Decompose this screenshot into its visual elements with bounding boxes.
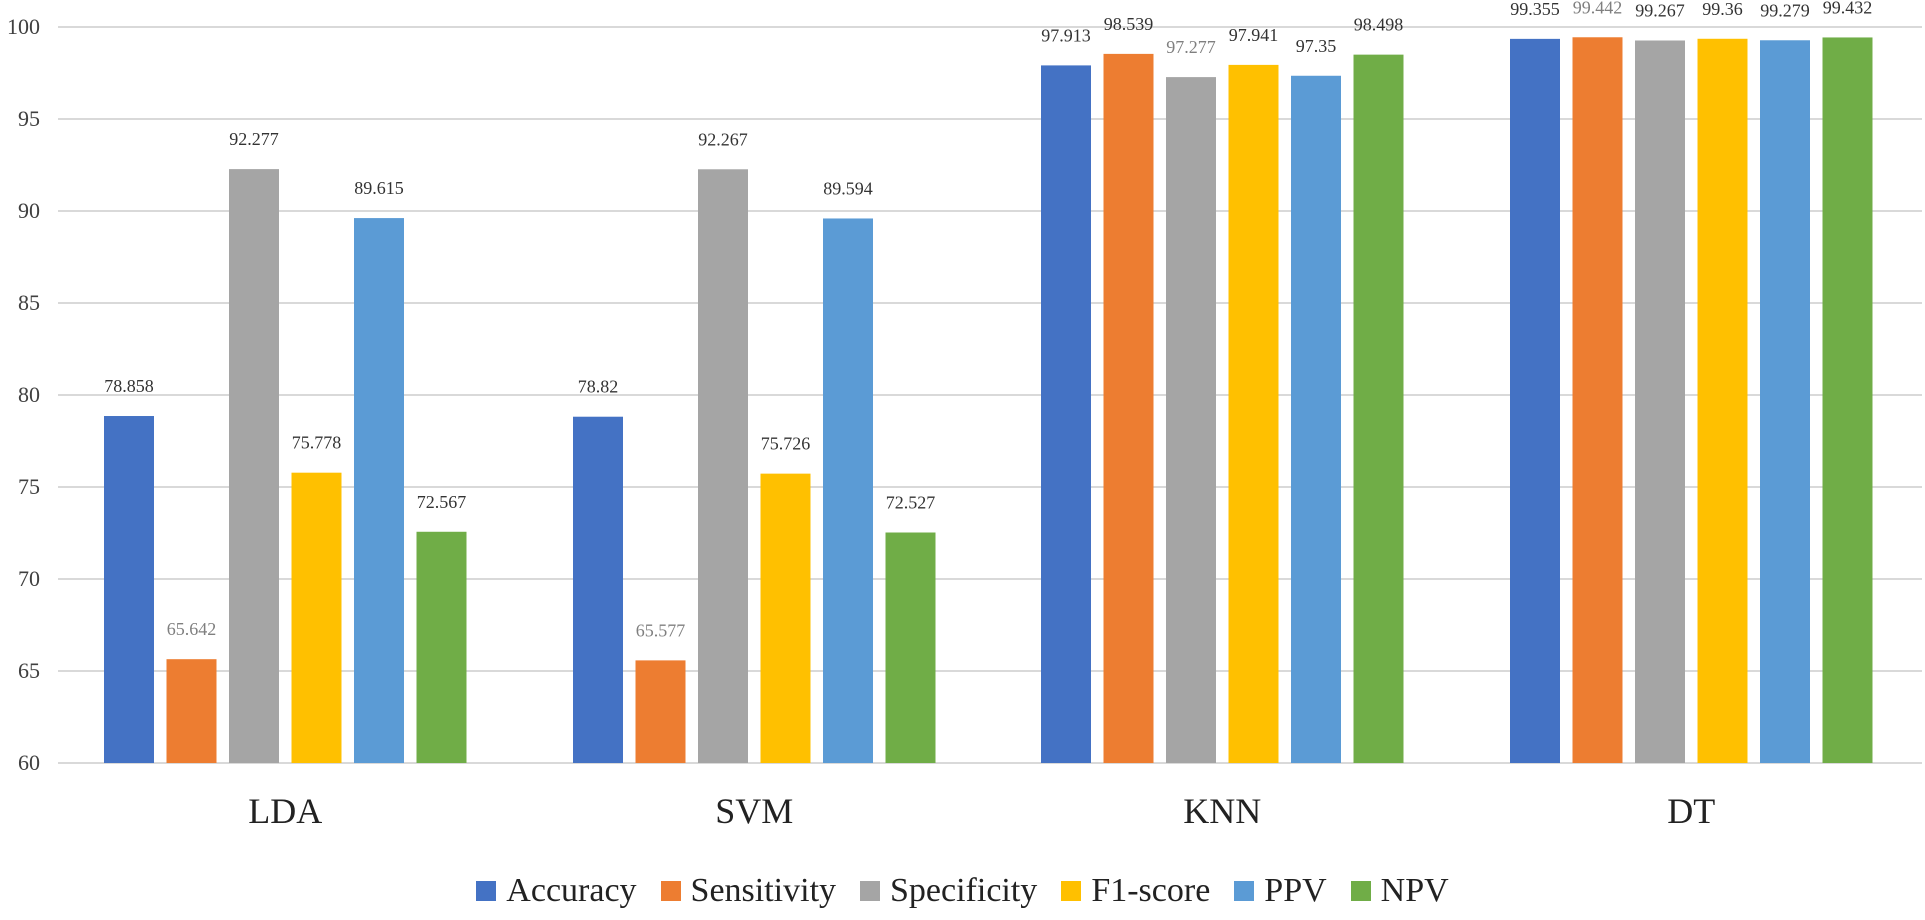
y-tick-label: 100 (7, 14, 40, 39)
bar-dt-sensitivity (1572, 37, 1623, 763)
bar-svm-f1-score (760, 473, 811, 763)
x-tick-label-knn: KNN (1183, 791, 1261, 831)
data-label: 99.355 (1510, 0, 1560, 19)
x-axis-ticks: LDA SVM KNN DT (248, 791, 1715, 831)
data-label: 99.36 (1702, 0, 1743, 19)
legend-item-npv: NPV (1350, 872, 1449, 910)
legend-swatch (1061, 881, 1082, 901)
bar-dt-accuracy (1510, 38, 1560, 764)
data-label: 98.539 (1104, 14, 1154, 34)
y-tick-label: 65 (18, 658, 40, 683)
data-label: 97.277 (1166, 37, 1216, 57)
data-label: 75.726 (761, 434, 811, 454)
bar-dt-npv (1822, 37, 1873, 764)
legend-item-ppv: PPV (1234, 872, 1327, 910)
y-tick-label: 60 (18, 750, 40, 775)
data-label: 92.267 (698, 129, 748, 149)
data-label: 97.913 (1041, 25, 1091, 45)
legend-label: NPV (1380, 872, 1449, 909)
legend: Accuracy Sensitivity Specificity F1-score PP… (0, 872, 1925, 910)
data-label: 99.279 (1760, 0, 1810, 20)
y-tick-label: 85 (18, 290, 40, 315)
y-tick-label: 90 (18, 198, 40, 223)
y-tick-label: 70 (18, 566, 40, 591)
bar-lda-npv (416, 531, 467, 763)
data-label: 78.82 (578, 377, 619, 397)
legend-item-specificity: Specificity (860, 872, 1037, 910)
legend-label: Accuracy (506, 872, 637, 909)
x-tick-label-dt: DT (1667, 791, 1715, 831)
x-tick-label-lda: LDA (248, 791, 322, 831)
data-label: 99.432 (1823, 0, 1873, 17)
legend-item-sensitivity: Sensitivity (660, 872, 837, 910)
legend-label: Specificity (890, 872, 1038, 909)
bars (104, 37, 1873, 764)
bar-svm-ppv (823, 218, 873, 763)
bar-svm-sensitivity (635, 660, 686, 763)
bar-knn-ppv (1291, 75, 1341, 763)
legend-item-f1-score: F1-score (1061, 872, 1210, 910)
legend-item-accuracy: Accuracy (476, 872, 637, 910)
legend-swatch (660, 881, 681, 901)
data-label: 72.527 (886, 493, 936, 513)
legend-swatch (1350, 881, 1371, 901)
legend-swatch (476, 881, 497, 901)
x-tick-label-svm: SVM (715, 791, 793, 831)
bar-dt-f1-score (1697, 38, 1748, 763)
bar-knn-f1-score (1228, 64, 1279, 763)
bar-lda-accuracy (104, 416, 154, 763)
data-label: 92.277 (229, 129, 279, 149)
bar-svm-npv (885, 532, 936, 763)
data-label: 65.642 (167, 619, 217, 639)
bar-lda-sensitivity (166, 659, 217, 763)
data-label: 89.615 (354, 178, 404, 198)
bar-svm-specificity (698, 169, 748, 763)
bar-lda-specificity (229, 169, 279, 763)
legend-label: F1-score (1091, 872, 1211, 909)
legend-label: PPV (1264, 872, 1327, 909)
bar-lda-ppv (354, 218, 404, 764)
data-label: 65.577 (636, 620, 686, 640)
data-label: 75.778 (292, 433, 342, 453)
data-label: 99.267 (1635, 0, 1685, 20)
y-tick-label: 95 (18, 106, 40, 131)
data-label: 97.941 (1229, 25, 1279, 45)
bar-lda-f1-score (291, 472, 342, 763)
legend-swatch (1234, 881, 1255, 901)
bar-dt-specificity (1635, 40, 1685, 764)
bar-knn-specificity (1166, 77, 1216, 763)
legend-swatch (860, 881, 881, 901)
y-tick-label: 80 (18, 382, 40, 407)
data-label: 99.442 (1573, 0, 1623, 17)
bar-knn-sensitivity (1103, 53, 1154, 764)
data-label: 78.858 (104, 376, 154, 396)
bar-svm-accuracy (573, 416, 623, 763)
bar-knn-accuracy (1041, 65, 1091, 763)
data-label: 89.594 (823, 178, 873, 198)
data-label: 98.498 (1354, 15, 1404, 35)
data-label: 97.35 (1296, 36, 1337, 56)
legend-label: Sensitivity (690, 872, 837, 909)
y-axis-ticks: 60 65 70 75 80 85 90 95 100 (7, 14, 40, 775)
bar-dt-ppv (1760, 40, 1810, 763)
bar-knn-npv (1353, 54, 1404, 764)
data-labels: 78.858 65.642 92.277 75.778 89.615 72.567 78.8… (104, 0, 1872, 640)
y-tick-label: 75 (18, 474, 40, 499)
data-label: 72.567 (417, 492, 467, 512)
